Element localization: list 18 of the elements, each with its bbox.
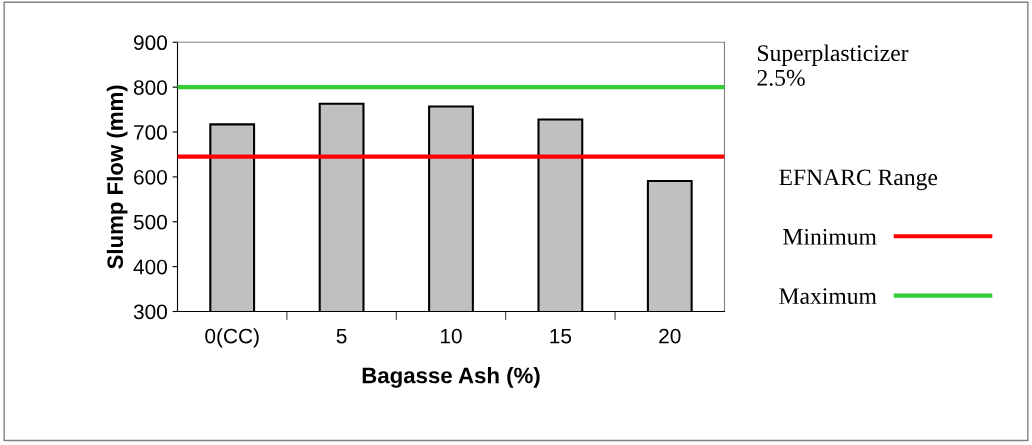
text: Superplasticizer 2.5% xyxy=(757,44,909,86)
x-tick-label: 5 xyxy=(336,328,347,344)
legend-label: Maximum xyxy=(779,288,877,305)
legend-label: Minimum xyxy=(783,228,877,245)
y-tick-label: 800 xyxy=(133,80,167,95)
x-tick-label: 20 xyxy=(659,328,681,344)
x-tick-label: 15 xyxy=(550,328,572,344)
legend-title: EFNARC Range xyxy=(779,169,938,191)
y-axis-title: Slump Flow (mm) xyxy=(106,85,128,269)
x-axis-title: Bagasse Ash (%) xyxy=(362,367,540,388)
y-tick-label: 700 xyxy=(134,125,167,140)
y-tick-label: 400 xyxy=(133,259,167,275)
x-tick-label: 10 xyxy=(440,328,462,344)
y-tick-label: 500 xyxy=(133,214,167,230)
y-tick-label: 900 xyxy=(134,35,167,51)
y-tick-label: 600 xyxy=(134,169,167,185)
x-tick-label: 0(CC) xyxy=(205,328,259,348)
y-tick-label: 300 xyxy=(133,304,167,320)
